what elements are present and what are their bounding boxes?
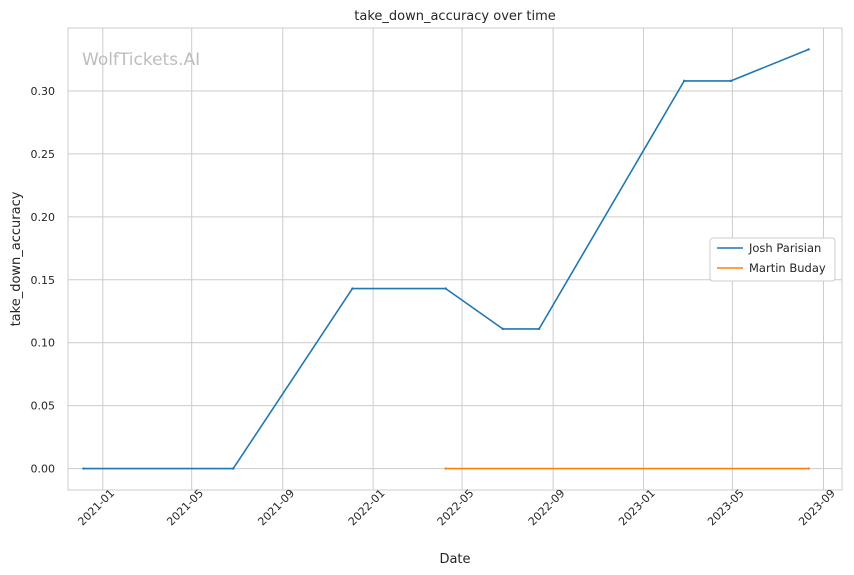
data-point-josh-parisian (683, 79, 686, 83)
watermark: WolfTickets.AI (82, 50, 200, 70)
series-layer (82, 48, 810, 470)
data-point-josh-parisian (231, 467, 235, 470)
x-axis-label: Date (439, 552, 470, 567)
y-tick-label: 0.15 (31, 274, 56, 287)
data-point-martin-buday (807, 467, 810, 470)
x-tick-label: 2022-09 (526, 487, 568, 529)
x-tick-label: 2021-05 (164, 487, 206, 529)
y-axis-label: take_down_accuracy (9, 191, 24, 326)
data-point-josh-parisian (351, 287, 354, 290)
y-tick-label: 0.20 (31, 211, 56, 224)
x-tick-label: 2021-09 (255, 487, 297, 529)
data-point-martin-buday (444, 467, 447, 470)
data-point-josh-parisian (807, 48, 810, 51)
data-point-josh-parisian (82, 467, 85, 470)
x-tick-label: 2023-05 (705, 487, 747, 529)
x-tick-label: 2023-01 (616, 487, 658, 529)
y-axis-ticks: 0.00 0.05 0.10 0.15 0.20 0.25 0.30 (31, 85, 56, 476)
data-point-josh-parisian (537, 327, 541, 331)
legend: Josh Parisian Martin Buday (709, 237, 836, 282)
y-tick-label: 0.10 (31, 337, 56, 350)
y-tick-label: 0.25 (31, 148, 56, 161)
x-tick-label: 2022-01 (346, 487, 388, 529)
y-tick-label: 0.05 (31, 400, 56, 413)
x-tick-label: 2021-01 (75, 487, 117, 529)
data-point-josh-parisian (501, 327, 504, 331)
x-tick-label: 2023-09 (796, 487, 838, 529)
y-tick-label: 0.00 (31, 463, 56, 476)
chart-title: take_down_accuracy over time (354, 9, 555, 24)
data-point-josh-parisian (444, 287, 447, 290)
x-tick-label: 2022-05 (435, 487, 477, 529)
data-point-josh-parisian (729, 79, 733, 83)
y-tick-label: 0.30 (31, 85, 56, 98)
x-axis-ticks: 2021-01 2021-05 2021-09 2022-01 2022-05 2022-… (75, 487, 837, 529)
legend-label-josh-parisian: Josh Parisian (748, 241, 821, 255)
legend-label-martin-buday: Martin Buday (749, 261, 826, 275)
